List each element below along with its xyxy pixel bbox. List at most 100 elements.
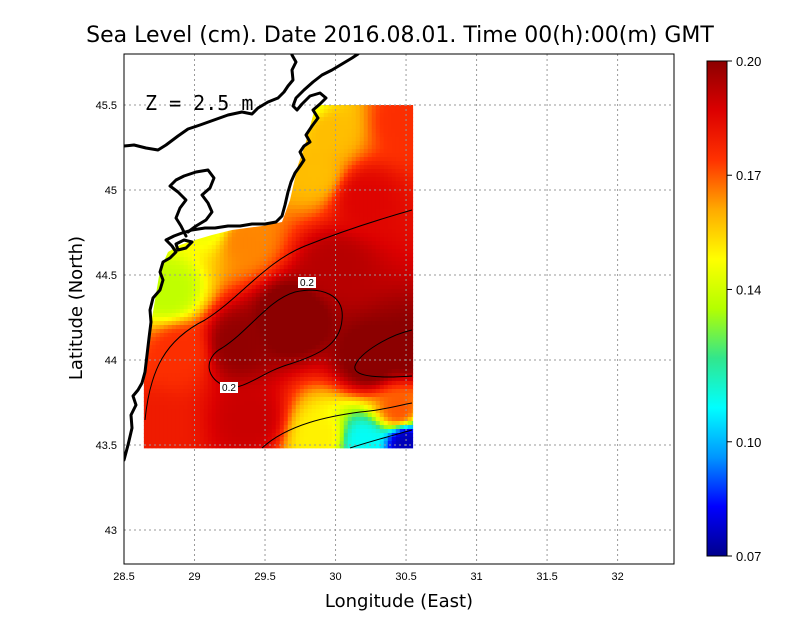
field-cell [391, 361, 397, 366]
field-cell [299, 393, 305, 398]
field-cell [391, 153, 397, 158]
field-cell [371, 253, 377, 258]
field-cell [207, 245, 213, 250]
field-cell [223, 313, 229, 318]
field-cell [171, 293, 177, 298]
field-cell [319, 197, 325, 202]
field-cell [211, 301, 217, 306]
field-cell [283, 221, 289, 226]
field-cell [407, 225, 413, 230]
field-cell [359, 149, 365, 154]
field-cell [255, 369, 261, 374]
field-cell [355, 365, 361, 370]
field-cell [327, 229, 333, 234]
field-cell [303, 393, 309, 398]
field-cell [255, 397, 261, 402]
field-cell [291, 205, 297, 210]
field-cell [331, 257, 337, 262]
field-cell [355, 305, 361, 310]
field-cell [243, 353, 249, 358]
field-cell [339, 377, 345, 382]
field-cell [231, 289, 237, 294]
field-cell [399, 345, 405, 350]
field-cell [411, 253, 414, 258]
field-cell [395, 321, 401, 326]
field-cell [411, 385, 414, 390]
field-cell [247, 297, 253, 302]
field-cell [395, 141, 401, 146]
field-cell [363, 269, 369, 274]
field-cell [175, 281, 181, 286]
field-cell [219, 397, 225, 402]
field-cell [347, 365, 353, 370]
field-cell [403, 269, 409, 274]
field-cell [355, 193, 361, 198]
field-cell [355, 177, 361, 182]
field-cell [371, 145, 377, 150]
field-cell [359, 233, 365, 238]
field-cell [395, 177, 401, 182]
field-cell [223, 321, 229, 326]
field-cell [371, 201, 377, 206]
field-cell [215, 365, 221, 370]
field-cell [167, 277, 173, 282]
field-cell [215, 345, 221, 350]
field-cell [351, 341, 357, 346]
field-cell [355, 369, 361, 374]
field-cell [291, 289, 297, 294]
field-cell [399, 357, 405, 362]
field-cell [351, 133, 357, 138]
field-cell [179, 321, 185, 326]
field-cell [383, 161, 389, 166]
field-cell [295, 233, 301, 238]
field-cell [235, 313, 241, 318]
field-cell [407, 377, 413, 382]
field-cell [271, 337, 277, 342]
field-cell [355, 329, 361, 334]
field-cell [243, 309, 249, 314]
field-cell [331, 313, 337, 318]
field-cell [271, 329, 277, 334]
field-cell [383, 253, 389, 258]
field-cell [219, 393, 225, 398]
field-cell [155, 317, 161, 322]
field-cell [355, 237, 361, 242]
field-cell [151, 369, 157, 374]
field-cell [387, 197, 393, 202]
field-cell [391, 145, 397, 150]
field-cell [243, 329, 249, 334]
field-cell [359, 253, 365, 258]
field-cell [363, 329, 369, 334]
field-cell [183, 397, 189, 402]
field-cell [395, 285, 401, 290]
field-cell [207, 261, 213, 266]
field-cell [355, 273, 361, 278]
field-cell [203, 269, 209, 274]
field-cell [247, 229, 253, 234]
field-cell [375, 385, 381, 390]
field-cell [291, 361, 297, 366]
field-cell [339, 189, 345, 194]
field-cell [243, 377, 249, 382]
field-cell [323, 269, 329, 274]
field-cell [315, 169, 321, 174]
field-cell [175, 345, 181, 350]
field-cell [359, 301, 365, 306]
field-cell [347, 117, 353, 122]
field-cell [303, 241, 309, 246]
field-cell [411, 221, 414, 226]
field-cell [407, 209, 413, 214]
field-cell [211, 281, 217, 286]
field-cell [347, 293, 353, 298]
field-cell [311, 165, 317, 170]
field-cell [323, 249, 329, 254]
field-cell [399, 365, 405, 370]
field-cell [175, 381, 181, 386]
field-cell [291, 237, 297, 242]
field-cell [379, 329, 385, 334]
field-cell [323, 349, 329, 354]
field-cell [167, 317, 173, 322]
field-cell [195, 369, 201, 374]
field-cell [263, 265, 269, 270]
field-cell [211, 341, 217, 346]
